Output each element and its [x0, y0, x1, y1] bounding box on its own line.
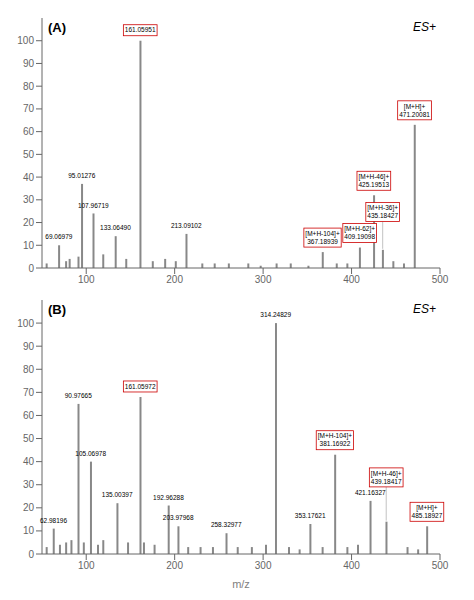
svg-text:[M+H-104]+: [M+H-104]+ — [318, 432, 353, 440]
svg-text:100: 100 — [78, 560, 95, 571]
svg-text:[M+H-46]+: [M+H-46]+ — [371, 470, 402, 478]
svg-text:485.18927: 485.18927 — [412, 512, 443, 519]
svg-text:203.97968: 203.97968 — [163, 514, 194, 521]
svg-text:425.19513: 425.19513 — [358, 181, 389, 188]
svg-text:500: 500 — [432, 274, 449, 285]
svg-text:100: 100 — [17, 35, 34, 46]
svg-text:50: 50 — [23, 149, 35, 160]
svg-text:471.20081: 471.20081 — [399, 111, 430, 118]
svg-text:439.18417: 439.18417 — [371, 478, 402, 485]
svg-text:80: 80 — [23, 364, 35, 375]
svg-text:70: 70 — [23, 103, 35, 114]
svg-text:500: 500 — [432, 560, 449, 571]
svg-text:258.32977: 258.32977 — [211, 521, 242, 528]
svg-text:381.16922: 381.16922 — [320, 440, 351, 447]
svg-text:20: 20 — [23, 502, 35, 513]
svg-text:400: 400 — [343, 274, 360, 285]
svg-text:30: 30 — [23, 479, 35, 490]
svg-text:161.05951: 161.05951 — [125, 26, 156, 33]
svg-text:367.18939: 367.18939 — [307, 238, 338, 245]
svg-text:100: 100 — [17, 318, 34, 329]
svg-text:200: 200 — [166, 274, 183, 285]
svg-text:ES+: ES+ — [413, 302, 436, 316]
svg-text:[M+H-46]+: [M+H-46]+ — [358, 173, 389, 181]
svg-text:213.09102: 213.09102 — [171, 222, 202, 229]
svg-text:409.19098: 409.19098 — [344, 233, 375, 240]
svg-text:80: 80 — [23, 81, 35, 92]
svg-text:90: 90 — [23, 341, 35, 352]
svg-text:(A): (A) — [48, 20, 66, 35]
svg-text:161.05972: 161.05972 — [125, 383, 156, 390]
svg-text:107.96719: 107.96719 — [78, 202, 109, 209]
svg-text:[M+H-36]+: [M+H-36]+ — [367, 204, 398, 212]
svg-text:95.01276: 95.01276 — [68, 172, 95, 179]
svg-text:50: 50 — [23, 433, 35, 444]
svg-text:70: 70 — [23, 387, 35, 398]
svg-text:133.06490: 133.06490 — [100, 224, 131, 231]
svg-text:90.97665: 90.97665 — [65, 392, 92, 399]
svg-text:400: 400 — [343, 560, 360, 571]
svg-text:60: 60 — [23, 410, 35, 421]
svg-text:62.98196: 62.98196 — [40, 517, 67, 524]
svg-text:20: 20 — [23, 217, 35, 228]
svg-text:353.17621: 353.17621 — [295, 512, 326, 519]
svg-text:[M+H]+: [M+H]+ — [404, 103, 426, 111]
svg-text:421.16327: 421.16327 — [355, 489, 386, 496]
svg-text:0: 0 — [28, 549, 34, 560]
svg-text:[M+H-62]+: [M+H-62]+ — [344, 225, 375, 233]
svg-text:m/z: m/z — [232, 578, 250, 590]
svg-text:30: 30 — [23, 194, 35, 205]
svg-text:105.06978: 105.06978 — [75, 450, 106, 457]
svg-text:0: 0 — [28, 263, 34, 274]
svg-text:435.18427: 435.18427 — [367, 212, 398, 219]
svg-text:10: 10 — [23, 525, 35, 536]
svg-text:192.96288: 192.96288 — [153, 494, 184, 501]
svg-text:(B): (B) — [48, 302, 66, 317]
svg-text:[M+H]+: [M+H]+ — [416, 504, 438, 512]
svg-text:60: 60 — [23, 126, 35, 137]
svg-text:10: 10 — [23, 240, 35, 251]
svg-text:90: 90 — [23, 58, 35, 69]
svg-text:314.24829: 314.24829 — [260, 311, 291, 318]
svg-text:40: 40 — [23, 456, 35, 467]
svg-text:135.00397: 135.00397 — [102, 491, 133, 498]
svg-text:300: 300 — [255, 274, 272, 285]
svg-text:100: 100 — [78, 274, 95, 285]
svg-text:200: 200 — [166, 560, 183, 571]
svg-text:ES+: ES+ — [413, 20, 436, 34]
svg-text:[M+H-104]+: [M+H-104]+ — [305, 230, 340, 238]
svg-text:300: 300 — [255, 560, 272, 571]
svg-text:40: 40 — [23, 172, 35, 183]
svg-text:69.06979: 69.06979 — [45, 233, 72, 240]
